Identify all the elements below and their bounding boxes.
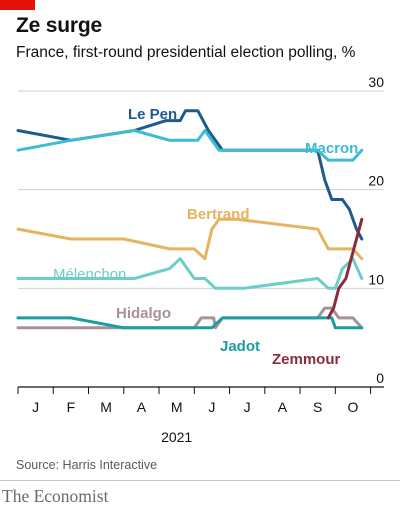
x-tick-label-a-7: A [278, 399, 288, 415]
series-line-bertrand [16, 217, 364, 261]
x-tick-label-j-0: J [32, 399, 39, 415]
series-label-zemmour: Zemmour [272, 351, 341, 368]
x-tick-label-j-5: J [208, 399, 215, 415]
x-tick-label-a-3: A [137, 399, 147, 415]
y-tick-label-30: 30 [368, 74, 384, 90]
chart-title: Ze surge [16, 14, 102, 37]
x-tick-label-m-4: M [171, 399, 183, 415]
series-label-macron: Macron [305, 140, 358, 157]
x-year-label: 2021 [161, 429, 192, 445]
series-line-zemmour [326, 217, 364, 320]
publisher-logo: The Economist [2, 486, 109, 506]
brand-flag [0, 0, 35, 10]
chart-subtitle: France, first-round presidential electio… [16, 44, 356, 61]
series-label-lepen: Le Pen [128, 106, 177, 123]
x-tick-label-s-8: S [313, 399, 322, 415]
series-label-mlenchon: Mélenchon [53, 266, 126, 283]
series-label-hidalgo: Hidalgo [116, 305, 171, 322]
footer-divider [0, 480, 400, 481]
series-label-bertrand: Bertrand [187, 206, 250, 223]
source-note: Source: Harris Interactive [16, 458, 158, 472]
y-tick-label-10: 10 [368, 271, 384, 287]
series-line-mlenchon [16, 257, 364, 290]
x-tick-label-f-1: F [67, 399, 76, 415]
x-tick-label-m-2: M [100, 399, 112, 415]
line-chart: 0 10 20 30 J F M A M J J A S O 2021 Le Pen Macron Bertran… [16, 74, 384, 445]
x-tick-label-j-6: J [244, 399, 251, 415]
y-tick-label-20: 20 [368, 173, 384, 189]
series-label-jadot: Jadot [220, 338, 260, 355]
x-tick-label-o-9: O [348, 399, 359, 415]
series-line-macron [16, 129, 364, 162]
y-tick-label-0: 0 [376, 370, 384, 386]
series-line-jadot [16, 316, 364, 330]
